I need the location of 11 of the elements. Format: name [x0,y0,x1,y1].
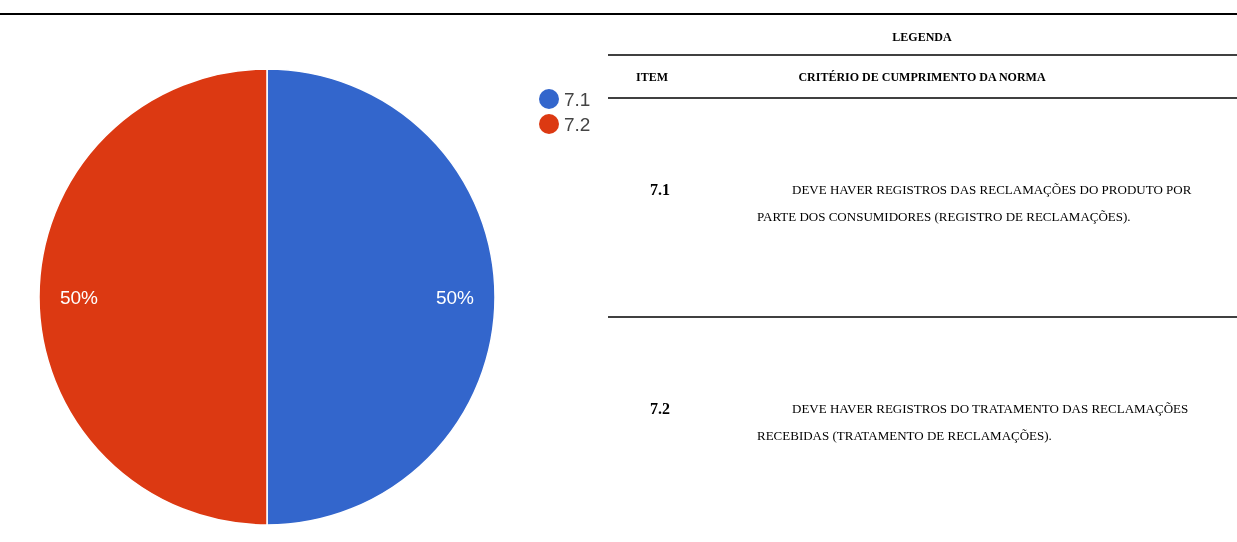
text: ITEM [635,70,669,84]
legend-label: 7.1 [564,88,591,110]
legend-label: 7.2 [564,113,591,135]
text: 7.1 [650,180,670,198]
data-label: 50% [59,286,99,308]
text: DEVE HAVER REGISTROS DAS RECLAMAÇÕES DO PRODUTO POR PARTE DOS CONSUMIDORES (REGISTRO DE RECLAMAÇÕES). [757,181,1192,224]
text: 7.2 [650,399,670,417]
text: DEVE HAVER REGISTROS DO TRATAMENTO DAS RECLAMAÇÕES RECEBIDAS (TRATAMENTO DE RECLAMAÇÕES). [757,400,1189,443]
data-label: 50% [435,286,475,308]
text: LEGENDA [892,30,953,44]
text: CRITÉRIO DE CUMPRIMENTO DA NORMA [798,70,1046,84]
